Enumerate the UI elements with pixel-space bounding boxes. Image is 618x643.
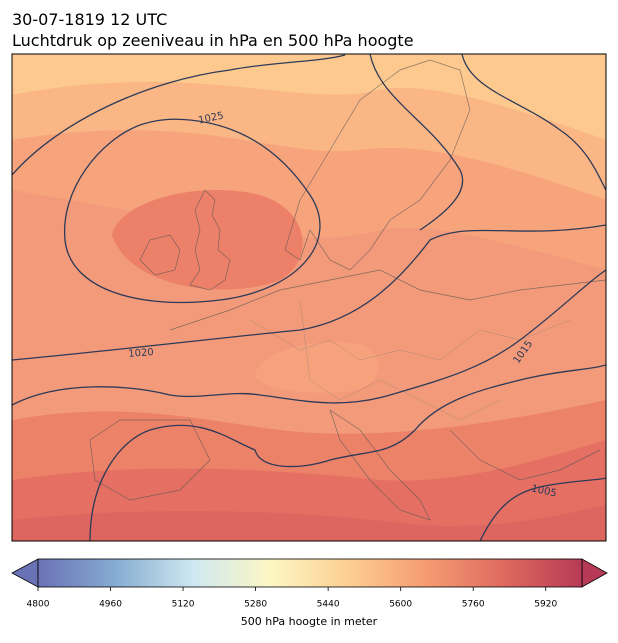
isobar <box>12 54 346 176</box>
isobar <box>63 118 321 304</box>
title: 30-07-1819 12 UTC <box>12 10 167 29</box>
colorbar-tick-label: 5440 <box>317 600 340 610</box>
map: 1025 1020 1015 1005 <box>12 54 606 541</box>
colorbar-tick-label: 5280 <box>244 600 267 610</box>
isobar <box>479 477 606 541</box>
coastline <box>189 189 231 291</box>
band <box>12 505 606 541</box>
colorbar-extend-high <box>581 558 608 588</box>
map-frame <box>11 53 607 542</box>
subtitle: Luchtdruk op zeeniveau in hPa en 500 hPa… <box>12 31 414 50</box>
colorbar-gradient <box>37 558 583 588</box>
isobar-label: 1020 <box>128 347 154 360</box>
colorbar-label: 500 hPa hoogte in meter <box>241 615 378 628</box>
isobar-label: 1005 <box>530 483 557 499</box>
border <box>299 299 501 421</box>
coastline <box>169 269 606 331</box>
isobar <box>12 269 606 406</box>
colorbar-tick-label: 5120 <box>172 600 195 610</box>
colorbar-tick-label: 4960 <box>99 600 122 610</box>
isobar <box>369 54 464 231</box>
isobar-label: 1025 <box>198 110 225 126</box>
coastline <box>139 234 181 276</box>
colorbar-tick-label: 5920 <box>534 600 557 610</box>
border <box>249 319 571 361</box>
band <box>12 82 606 200</box>
band <box>112 189 303 290</box>
band <box>12 54 606 140</box>
isobar <box>12 224 606 361</box>
colorbar-extend-low <box>11 558 39 588</box>
colorbar-tick-label: 5600 <box>389 600 412 610</box>
isobar <box>89 364 606 541</box>
colorbar-tick-label: 4800 <box>27 600 50 610</box>
coastline <box>329 409 431 521</box>
band <box>255 341 379 393</box>
isobar <box>461 54 606 191</box>
colorbar: 4800 4960 5120 5280 5440 5600 5760 5920 <box>11 558 608 610</box>
coastline <box>449 429 601 481</box>
colorbar-tick-label: 5760 <box>462 600 485 610</box>
coastline <box>284 59 471 271</box>
